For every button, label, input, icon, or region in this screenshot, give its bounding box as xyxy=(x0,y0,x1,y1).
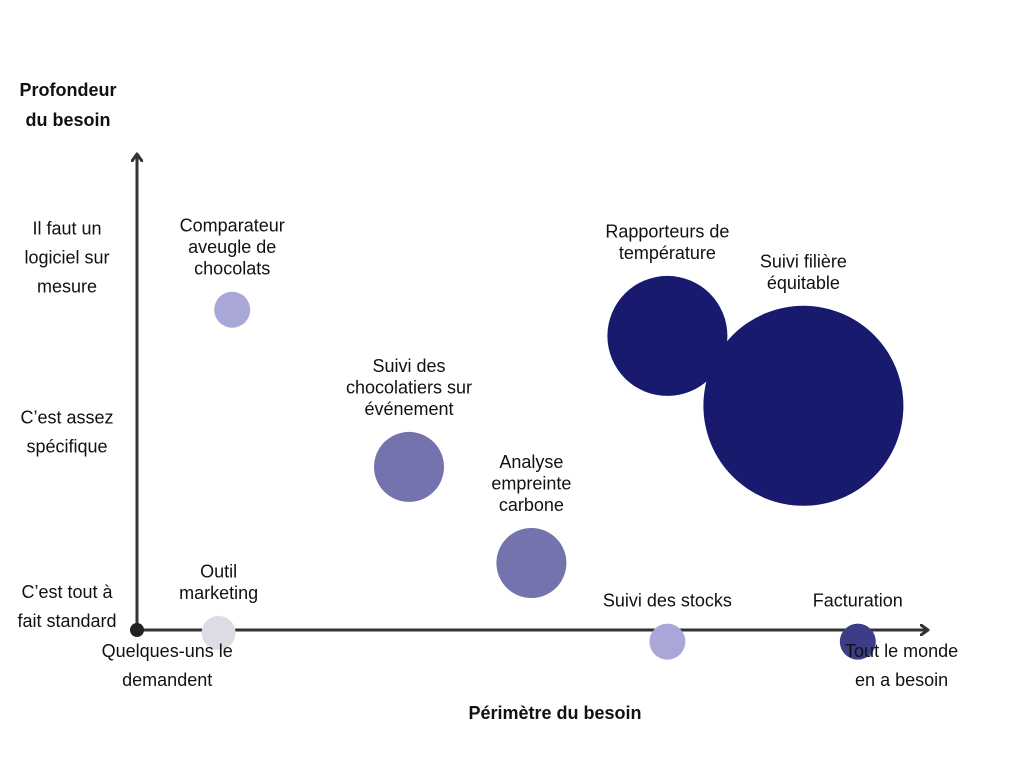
axis-origin-dot xyxy=(130,623,144,637)
bubble-label: Analyse empreinte carbone xyxy=(491,452,571,515)
bubble-label-line: carbone xyxy=(499,495,564,515)
bubble-label: Rapporteurs de température xyxy=(605,221,729,262)
y-tick-label-line: Il faut un xyxy=(32,218,101,238)
x-tick-label: Quelques-uns le demandent xyxy=(102,641,233,690)
bubble-label-line: équitable xyxy=(767,273,840,293)
bubble-label: Outil marketing xyxy=(179,561,258,603)
y-tick-label-line: C’est tout à xyxy=(21,582,113,602)
bubble-label-line: température xyxy=(619,243,716,263)
x-tick-label-line: demandent xyxy=(122,670,212,690)
y-axis-title-line: Profondeur xyxy=(20,80,117,100)
x-tick-label-line: en a besoin xyxy=(855,670,948,690)
bubble-label-line: Comparateur xyxy=(180,216,285,236)
bubble xyxy=(214,291,251,328)
bubble-label: Facturation xyxy=(813,591,903,611)
x-axis-title: Périmètre du besoin xyxy=(468,703,641,723)
bubble-label-line: Analyse xyxy=(499,452,563,472)
x-tick-label: Tout le monde en a besoin xyxy=(845,641,958,690)
x-tick-label-line: Quelques-uns le xyxy=(102,641,233,661)
y-tick-label-line: mesure xyxy=(37,276,97,296)
y-tick-label: C’est tout à fait standard xyxy=(17,582,116,631)
bubble-label-line: Suivi filière xyxy=(760,251,847,271)
bubble-label: Suivi des stocks xyxy=(603,591,732,611)
bubble xyxy=(703,305,904,506)
bubble-label-line: Suivi des stocks xyxy=(603,591,732,611)
bubble-label-line: Rapporteurs de xyxy=(605,221,729,241)
bubble-label-line: chocolats xyxy=(194,259,270,279)
bubble-label-line: aveugle de xyxy=(188,237,276,257)
bubble-label-line: chocolatiers sur xyxy=(346,377,472,397)
bubble-label: Suivi filière équitable xyxy=(760,251,847,293)
y-tick-label-line: logiciel sur xyxy=(24,247,109,267)
bubble-label: Comparateur aveugle de chocolats xyxy=(180,216,285,279)
bubble xyxy=(839,623,876,660)
bubble xyxy=(607,275,728,396)
y-tick-label: C’est assez spécifique xyxy=(20,408,113,457)
bubble xyxy=(649,623,686,660)
bubble xyxy=(201,615,236,650)
x-tick-label-line: Tout le monde xyxy=(845,641,958,661)
y-tick-label: Il faut un logiciel sur mesure xyxy=(24,218,109,296)
bubble-label-line: Suivi des xyxy=(372,356,445,376)
y-tick-label-line: spécifique xyxy=(26,437,107,457)
y-tick-label-line: C’est assez xyxy=(20,408,113,428)
bubble-label-line: Facturation xyxy=(813,591,903,611)
y-axis-title: Profondeur du besoin xyxy=(20,80,117,130)
y-axis-title-line: du besoin xyxy=(26,110,111,130)
bubble-label-line: Outil xyxy=(200,561,237,581)
bubble-label-line: empreinte xyxy=(491,474,571,494)
y-tick-label-line: fait standard xyxy=(17,611,116,631)
bubble-label: Suivi des chocolatiers sur événement xyxy=(346,356,472,419)
bubble xyxy=(496,528,567,598)
bubble-label-line: événement xyxy=(364,399,453,419)
bubble-label-line: marketing xyxy=(179,583,258,603)
bubble xyxy=(374,431,444,502)
